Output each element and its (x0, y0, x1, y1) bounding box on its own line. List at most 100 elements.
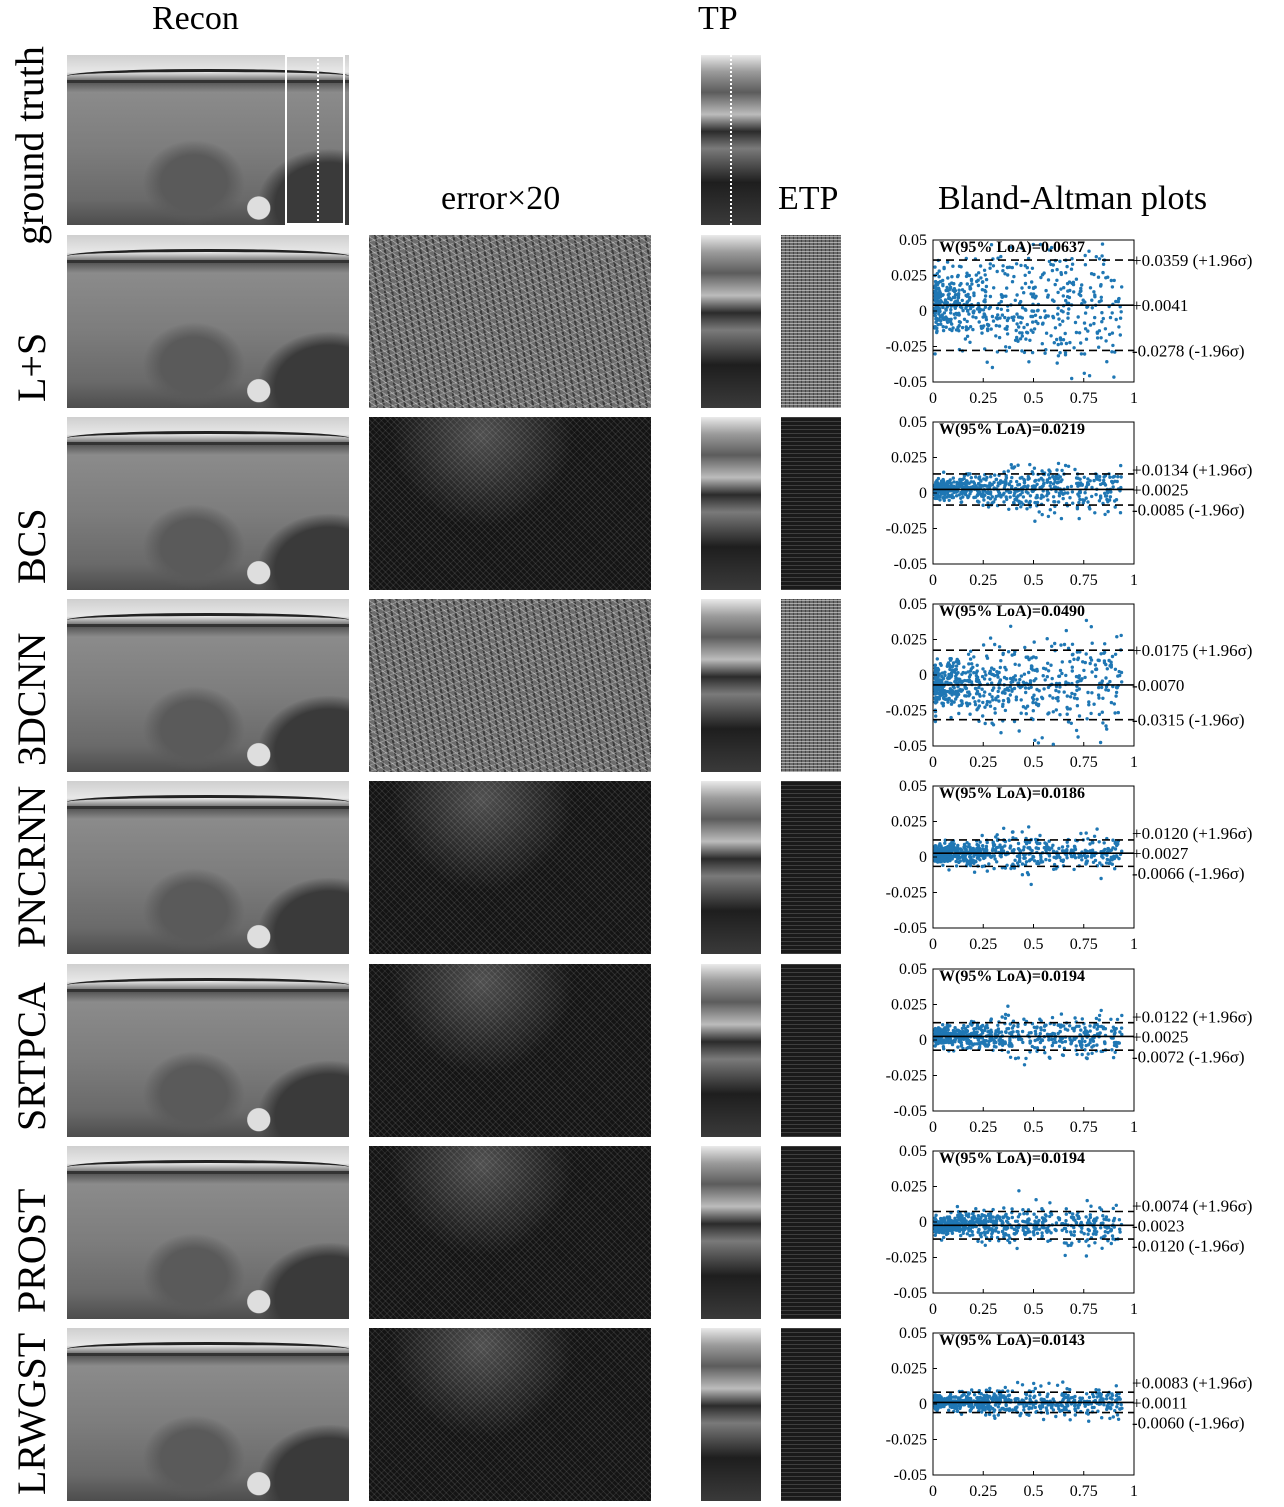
data-point (1026, 1227, 1030, 1231)
data-point (1025, 330, 1029, 334)
data-point (1116, 1417, 1121, 1421)
data-point (1045, 478, 1050, 483)
data-point (1104, 676, 1108, 680)
data-point (1091, 1232, 1096, 1236)
data-point (990, 314, 995, 319)
data-point (979, 1392, 983, 1396)
data-point (941, 325, 945, 329)
error-map-l-s (369, 235, 651, 408)
data-point (1045, 1411, 1050, 1415)
data-point (1047, 1229, 1051, 1233)
data-point (947, 690, 952, 694)
lower-loa-label: -0.0120 (-1.96σ) (1132, 1236, 1245, 1255)
data-point (1025, 1231, 1029, 1235)
data-point (937, 309, 942, 313)
data-point (943, 841, 947, 845)
data-point (1100, 242, 1105, 246)
data-point (1013, 1406, 1018, 1410)
data-point (1093, 511, 1097, 515)
data-point (961, 1046, 965, 1051)
data-point (1093, 315, 1097, 320)
data-point (1048, 508, 1052, 512)
data-point (1094, 255, 1098, 259)
data-point (963, 337, 968, 341)
data-point (937, 269, 941, 273)
data-point (958, 1211, 962, 1215)
data-point (1004, 474, 1008, 478)
data-point (957, 661, 961, 666)
data-point (1050, 846, 1054, 850)
data-point (1003, 315, 1007, 320)
data-point (1095, 1027, 1099, 1031)
data-point (967, 1045, 972, 1049)
data-point (1088, 1029, 1092, 1033)
data-point (1007, 698, 1011, 703)
data-point (1035, 697, 1039, 701)
data-point (1013, 674, 1017, 678)
data-point (1099, 1024, 1104, 1029)
data-point (1064, 1219, 1068, 1223)
data-point (982, 1393, 986, 1398)
data-point (1090, 691, 1094, 695)
data-point (951, 476, 955, 480)
data-point (1119, 670, 1124, 675)
data-point (981, 714, 985, 718)
x-tick-label: 1 (1130, 1301, 1138, 1318)
data-point (1092, 272, 1096, 277)
data-point (997, 335, 1002, 340)
data-point (1055, 476, 1059, 481)
data-point (1119, 485, 1123, 490)
data-point (1006, 1389, 1010, 1393)
data-point (1051, 849, 1056, 853)
data-point (1032, 859, 1037, 863)
data-point (1102, 841, 1106, 845)
data-point (1077, 1039, 1082, 1044)
data-point (1049, 245, 1054, 250)
data-point (1012, 501, 1016, 505)
data-point (987, 306, 991, 311)
data-point (982, 1208, 986, 1212)
data-point (1065, 1387, 1069, 1391)
data-point (936, 322, 940, 327)
data-point (1075, 1024, 1079, 1028)
data-point (1067, 280, 1072, 284)
data-point (1040, 342, 1044, 346)
data-point (1031, 1389, 1036, 1394)
data-point (940, 313, 944, 317)
data-point (1023, 856, 1027, 860)
data-point (948, 1402, 953, 1406)
data-point (984, 284, 989, 289)
data-point (1073, 1016, 1077, 1020)
data-point (1095, 1043, 1099, 1047)
data-point (1051, 316, 1056, 320)
data-point (1004, 1408, 1008, 1412)
data-point (996, 1230, 1001, 1234)
data-point (1003, 1397, 1007, 1402)
x-tick-label: 0.5 (1024, 572, 1044, 589)
data-point (974, 1207, 978, 1211)
data-point (954, 494, 959, 498)
data-point (988, 294, 993, 299)
recon-header: Recon (152, 0, 239, 37)
data-point (1098, 740, 1103, 745)
data-point (1079, 293, 1083, 298)
data-point (942, 1235, 946, 1240)
data-point (989, 327, 993, 331)
data-point (983, 1220, 988, 1224)
data-point (999, 479, 1003, 483)
data-point (996, 256, 1000, 260)
x-tick-label: 1 (1130, 936, 1138, 953)
data-point (967, 1404, 971, 1408)
data-point (978, 1218, 982, 1222)
data-point (1117, 1041, 1121, 1045)
data-point (967, 1212, 971, 1216)
data-point (1030, 664, 1034, 669)
data-point (1083, 848, 1087, 852)
data-point (1021, 680, 1026, 684)
data-point (969, 680, 974, 684)
x-tick-label: 1 (1130, 1483, 1138, 1500)
data-point (1003, 1385, 1007, 1390)
data-point (1020, 1383, 1025, 1387)
